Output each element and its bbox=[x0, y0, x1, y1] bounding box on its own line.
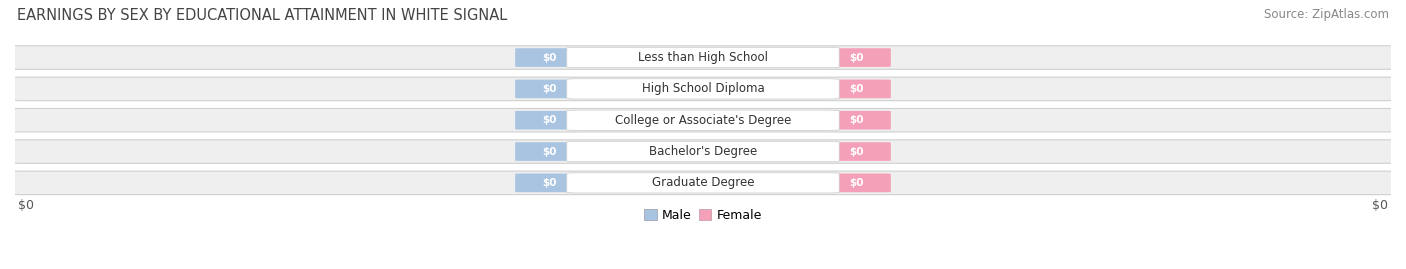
FancyBboxPatch shape bbox=[567, 47, 839, 68]
Text: $0: $0 bbox=[543, 52, 557, 63]
Text: $0: $0 bbox=[1372, 199, 1388, 211]
FancyBboxPatch shape bbox=[821, 80, 891, 98]
Text: $0: $0 bbox=[849, 84, 863, 94]
Text: $0: $0 bbox=[543, 115, 557, 125]
Text: Source: ZipAtlas.com: Source: ZipAtlas.com bbox=[1264, 8, 1389, 21]
Text: $0: $0 bbox=[18, 199, 34, 211]
FancyBboxPatch shape bbox=[515, 111, 585, 130]
Text: EARNINGS BY SEX BY EDUCATIONAL ATTAINMENT IN WHITE SIGNAL: EARNINGS BY SEX BY EDUCATIONAL ATTAINMEN… bbox=[17, 8, 508, 23]
FancyBboxPatch shape bbox=[8, 171, 1398, 195]
Text: Less than High School: Less than High School bbox=[638, 51, 768, 64]
FancyBboxPatch shape bbox=[567, 79, 839, 99]
FancyBboxPatch shape bbox=[567, 173, 839, 193]
Text: Graduate Degree: Graduate Degree bbox=[652, 176, 754, 189]
Text: $0: $0 bbox=[849, 115, 863, 125]
FancyBboxPatch shape bbox=[515, 48, 585, 67]
FancyBboxPatch shape bbox=[821, 48, 891, 67]
Text: High School Diploma: High School Diploma bbox=[641, 82, 765, 95]
FancyBboxPatch shape bbox=[821, 174, 891, 192]
Text: Bachelor's Degree: Bachelor's Degree bbox=[650, 145, 756, 158]
Text: $0: $0 bbox=[849, 52, 863, 63]
Text: $0: $0 bbox=[543, 84, 557, 94]
Legend: Male, Female: Male, Female bbox=[640, 204, 766, 227]
FancyBboxPatch shape bbox=[515, 142, 585, 161]
Text: $0: $0 bbox=[849, 147, 863, 157]
FancyBboxPatch shape bbox=[8, 108, 1398, 132]
FancyBboxPatch shape bbox=[515, 174, 585, 192]
FancyBboxPatch shape bbox=[821, 142, 891, 161]
FancyBboxPatch shape bbox=[8, 77, 1398, 101]
FancyBboxPatch shape bbox=[567, 141, 839, 162]
FancyBboxPatch shape bbox=[8, 46, 1398, 69]
Text: $0: $0 bbox=[849, 178, 863, 188]
Text: $0: $0 bbox=[543, 178, 557, 188]
FancyBboxPatch shape bbox=[8, 140, 1398, 163]
FancyBboxPatch shape bbox=[821, 111, 891, 130]
Text: $0: $0 bbox=[543, 147, 557, 157]
Text: College or Associate's Degree: College or Associate's Degree bbox=[614, 114, 792, 127]
FancyBboxPatch shape bbox=[515, 80, 585, 98]
FancyBboxPatch shape bbox=[567, 110, 839, 130]
